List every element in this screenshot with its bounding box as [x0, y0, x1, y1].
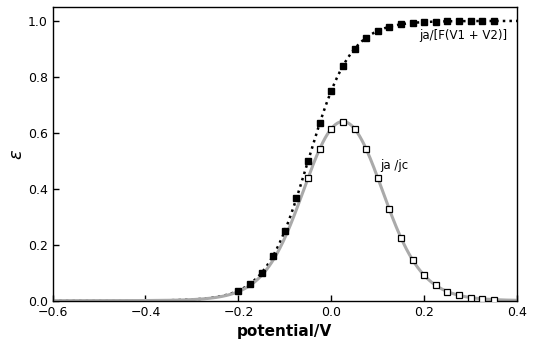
Text: ja /jc: ja /jc	[380, 159, 408, 172]
X-axis label: potential/V: potential/V	[237, 324, 333, 339]
Text: ja/[F(V1 + V2)]: ja/[F(V1 + V2)]	[420, 29, 508, 42]
Y-axis label: ε: ε	[7, 149, 25, 159]
